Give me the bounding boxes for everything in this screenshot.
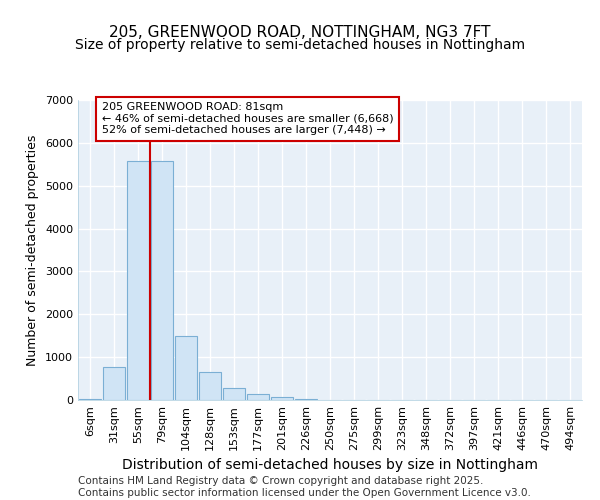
Text: 205, GREENWOOD ROAD, NOTTINGHAM, NG3 7FT: 205, GREENWOOD ROAD, NOTTINGHAM, NG3 7FT <box>109 25 491 40</box>
Bar <box>103 366 125 400</box>
Y-axis label: Number of semi-detached properties: Number of semi-detached properties <box>26 134 40 366</box>
X-axis label: Distribution of semi-detached houses by size in Nottingham: Distribution of semi-detached houses by … <box>122 458 538 472</box>
Text: Contains HM Land Registry data © Crown copyright and database right 2025.
Contai: Contains HM Land Registry data © Crown c… <box>78 476 531 498</box>
Bar <box>223 388 245 400</box>
Bar <box>127 161 149 400</box>
Text: Size of property relative to semi-detached houses in Nottingham: Size of property relative to semi-detach… <box>75 38 525 52</box>
Text: 205 GREENWOOD ROAD: 81sqm
← 46% of semi-detached houses are smaller (6,668)
52% : 205 GREENWOOD ROAD: 81sqm ← 46% of semi-… <box>102 102 394 136</box>
Bar <box>151 161 173 400</box>
Bar <box>175 336 197 400</box>
Bar <box>79 398 101 400</box>
Bar <box>271 398 293 400</box>
Bar <box>199 372 221 400</box>
Bar <box>247 394 269 400</box>
Bar <box>295 398 317 400</box>
